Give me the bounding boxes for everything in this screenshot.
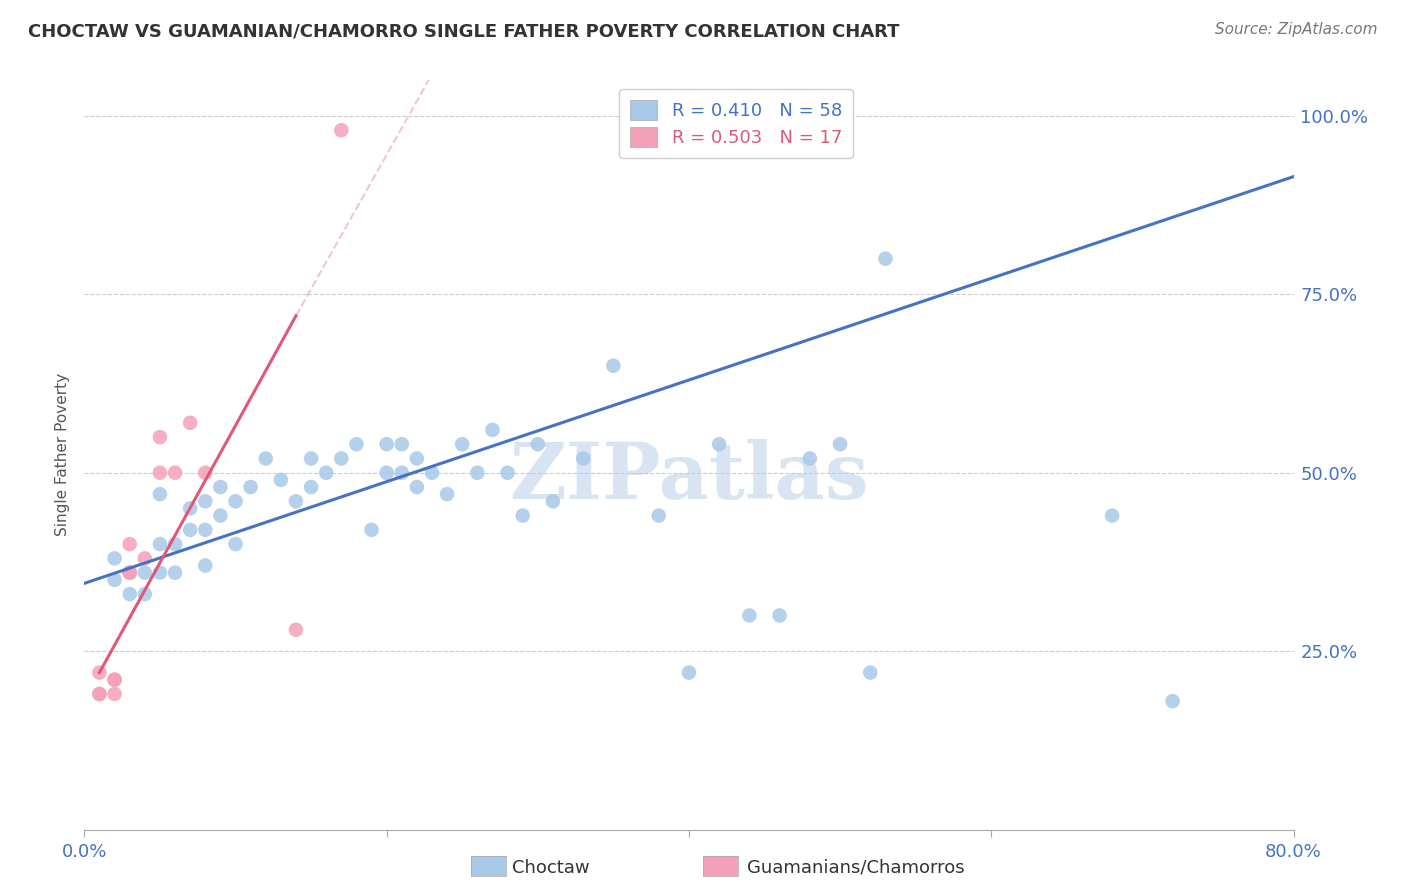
Point — [360, 523, 382, 537]
Point — [254, 451, 277, 466]
Point — [239, 480, 262, 494]
Point — [769, 608, 792, 623]
Point — [104, 573, 127, 587]
Point — [149, 537, 172, 551]
Point — [209, 480, 232, 494]
Point — [194, 523, 217, 537]
Point — [179, 416, 201, 430]
Point — [406, 480, 429, 494]
Point — [799, 451, 821, 466]
Point — [451, 437, 474, 451]
Point — [179, 501, 201, 516]
Y-axis label: Single Father Poverty: Single Father Poverty — [55, 374, 70, 536]
Point — [104, 687, 127, 701]
Point — [270, 473, 292, 487]
Point — [648, 508, 671, 523]
Point — [118, 566, 141, 580]
Point — [194, 558, 217, 573]
Point — [134, 566, 156, 580]
Point — [738, 608, 761, 623]
Point — [194, 466, 217, 480]
Point — [89, 665, 111, 680]
Point — [149, 466, 172, 480]
Point — [134, 551, 156, 566]
Point — [406, 451, 429, 466]
Point — [104, 551, 127, 566]
Point — [375, 466, 398, 480]
Point — [149, 430, 172, 444]
Point — [541, 494, 564, 508]
Point — [225, 494, 247, 508]
Point — [118, 566, 141, 580]
Point — [859, 665, 882, 680]
Point — [375, 437, 398, 451]
Point — [89, 687, 111, 701]
Point — [89, 687, 111, 701]
Point — [149, 487, 172, 501]
Point — [225, 537, 247, 551]
Point — [118, 566, 141, 580]
Point — [527, 437, 550, 451]
Point — [420, 466, 443, 480]
Point — [209, 508, 232, 523]
Point — [118, 587, 141, 601]
Point — [496, 466, 519, 480]
Point — [572, 451, 595, 466]
Point — [391, 466, 413, 480]
Point — [709, 437, 731, 451]
Point — [285, 494, 308, 508]
Point — [134, 587, 156, 601]
Point — [194, 494, 217, 508]
Text: CHOCTAW VS GUAMANIAN/CHAMORRO SINGLE FATHER POVERTY CORRELATION CHART: CHOCTAW VS GUAMANIAN/CHAMORRO SINGLE FAT… — [28, 22, 900, 40]
Text: Choctaw: Choctaw — [512, 859, 589, 877]
Text: Guamanians/Chamorros: Guamanians/Chamorros — [747, 859, 965, 877]
Point — [104, 673, 127, 687]
Point — [285, 623, 308, 637]
Text: Source: ZipAtlas.com: Source: ZipAtlas.com — [1215, 22, 1378, 37]
Point — [165, 466, 187, 480]
Point — [1161, 694, 1184, 708]
Point — [436, 487, 458, 501]
Point — [830, 437, 852, 451]
Point — [512, 508, 534, 523]
Point — [118, 537, 141, 551]
Point — [391, 437, 413, 451]
Point — [678, 665, 700, 680]
Point — [875, 252, 897, 266]
Point — [104, 673, 127, 687]
Point — [299, 480, 322, 494]
Point — [299, 451, 322, 466]
Point — [165, 537, 187, 551]
Point — [179, 523, 201, 537]
Point — [467, 466, 489, 480]
Point — [346, 437, 368, 451]
Point — [330, 123, 353, 137]
Text: ZIPatlas: ZIPatlas — [509, 440, 869, 516]
Point — [481, 423, 503, 437]
Point — [602, 359, 624, 373]
Point — [330, 451, 353, 466]
Point — [165, 566, 187, 580]
Point — [1101, 508, 1123, 523]
Point — [149, 566, 172, 580]
Legend: R = 0.410   N = 58, R = 0.503   N = 17: R = 0.410 N = 58, R = 0.503 N = 17 — [620, 89, 853, 158]
Point — [315, 466, 337, 480]
